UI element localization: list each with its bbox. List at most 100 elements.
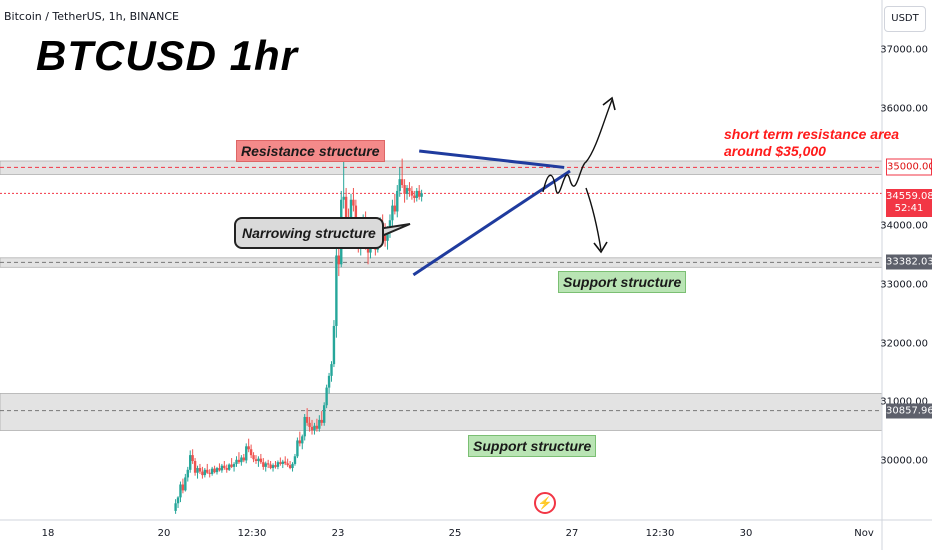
candle-body — [328, 376, 330, 388]
support-resistance-zones — [0, 161, 882, 430]
candle-body — [311, 427, 313, 431]
candle-body — [230, 465, 232, 467]
short-term-note-line-1: short term resistance area — [724, 126, 899, 143]
candle-body — [277, 462, 279, 467]
candle-body — [416, 191, 418, 198]
candle-body — [408, 188, 410, 191]
candle-body — [265, 463, 267, 467]
x-tick-label: 12:30 — [646, 528, 675, 539]
y-tick-label: 34000.00 — [880, 221, 928, 232]
candle-body — [199, 468, 201, 472]
breakout-path — [543, 100, 612, 193]
candle-body — [243, 457, 245, 460]
candle-body — [194, 461, 196, 473]
x-tick-label: 20 — [158, 528, 171, 539]
candle-body — [204, 470, 206, 475]
lower-support-structure-label: Support structure — [468, 435, 596, 457]
candle-body — [184, 477, 186, 490]
x-tick-label: 27 — [566, 528, 579, 539]
lightning-icon[interactable]: ⚡ — [534, 492, 556, 514]
chart-title: BTCUSD 1hr — [36, 32, 298, 80]
y-tick-label: 32000.00 — [880, 338, 928, 349]
candle-body — [325, 388, 327, 406]
candle-body — [182, 484, 184, 490]
y-tick-label: 36000.00 — [880, 103, 928, 114]
x-tick-label: 25 — [449, 528, 462, 539]
candle-body — [406, 188, 408, 194]
candle-body — [420, 193, 422, 196]
candle-body — [291, 464, 293, 468]
candle-body — [209, 473, 211, 474]
lower-support-price-label: 30857.96 — [886, 403, 932, 418]
breakdown-path — [586, 188, 601, 250]
x-tick-label: 18 — [42, 528, 55, 539]
candle-body — [206, 470, 208, 473]
candle-body — [289, 465, 291, 468]
candle-body — [216, 468, 218, 472]
candle-body — [196, 468, 198, 473]
candle-body — [272, 465, 274, 468]
current-price-value: 34559.08 — [886, 191, 932, 203]
candle-body — [401, 179, 403, 185]
upper-support-price-label: 33382.03 — [886, 255, 932, 270]
candle-body — [391, 206, 393, 221]
candle-body — [284, 462, 286, 464]
candle-body — [286, 463, 288, 465]
y-tick-label: 30000.00 — [880, 456, 928, 467]
candle-body — [201, 472, 203, 476]
candle-body — [316, 426, 318, 429]
short-term-note-line-2: around $35,000 — [724, 143, 899, 160]
candle-body — [174, 503, 176, 511]
candle-body — [352, 200, 354, 206]
candle-body — [177, 497, 179, 503]
candle-body — [403, 185, 405, 194]
candle-body — [260, 459, 262, 463]
candle-body — [301, 436, 303, 443]
y-tick-label: 33000.00 — [880, 279, 928, 290]
candle-body — [226, 468, 228, 470]
candlesticks — [174, 151, 422, 514]
candle-body — [330, 364, 332, 376]
candle-body — [282, 462, 284, 464]
upper-support-structure-label: Support structure — [558, 271, 686, 293]
currency-unit-button[interactable]: USDT — [884, 6, 926, 32]
candle-body — [252, 455, 254, 459]
resistance-price-label: 35000.00 — [886, 159, 932, 176]
candle-body — [269, 465, 271, 469]
x-tick-label: 12:30 — [238, 528, 267, 539]
candle-body — [247, 446, 249, 449]
candle-body — [211, 469, 213, 474]
candle-body — [189, 455, 191, 470]
candle-body — [294, 456, 296, 464]
candle-body — [267, 463, 269, 464]
candle-body — [255, 459, 257, 461]
bar-countdown: 52:41 — [886, 203, 932, 215]
candle-body — [213, 469, 215, 473]
candle-body — [187, 470, 189, 478]
candle-body — [413, 196, 415, 198]
candle-body — [342, 197, 344, 200]
candle-body — [257, 459, 259, 461]
candle-body — [262, 462, 264, 467]
candle-body — [323, 405, 325, 423]
candle-body — [191, 455, 193, 461]
candle-body — [274, 465, 276, 467]
resistance-structure-label: Resistance structure — [236, 140, 385, 162]
candle-body — [299, 440, 301, 443]
candle-body — [396, 191, 398, 212]
symbol-info[interactable]: Bitcoin / TetherUS, 1h, BINANCE — [4, 10, 179, 23]
candle-body — [240, 457, 242, 462]
current-price-label: 34559.08 52:41 — [886, 189, 932, 217]
candle-body — [233, 464, 235, 467]
candle-body — [399, 179, 401, 191]
candle-body — [313, 426, 315, 431]
candle-body — [223, 466, 225, 468]
candle-body — [306, 417, 308, 423]
trend-drawings — [358, 98, 615, 275]
candle-body — [308, 423, 310, 427]
candle-body — [296, 440, 298, 456]
candle-body — [221, 466, 223, 471]
candle-body — [333, 326, 335, 364]
